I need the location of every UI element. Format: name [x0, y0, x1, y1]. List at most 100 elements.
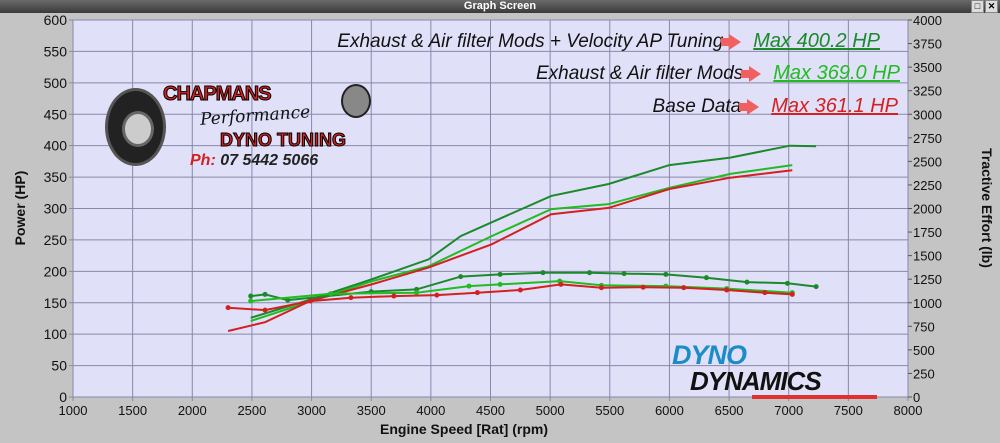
- y-tick-label: 250: [44, 232, 68, 248]
- tractive-data-point: [474, 290, 480, 296]
- legend-entry: Base Data Max 361.1 HP: [653, 95, 898, 118]
- close-icon[interactable]: ✕: [985, 0, 998, 13]
- tractive-data-point: [762, 290, 768, 296]
- tractive-data-point: [621, 271, 627, 277]
- tractive-data-point: [598, 285, 604, 291]
- x-tick-label: 6000: [655, 403, 684, 418]
- tractive-data-point: [587, 270, 593, 276]
- y2-axis-title: Tractive Effort (lb): [979, 148, 995, 268]
- phone-number: 07 5442 5066: [220, 152, 319, 169]
- y2-tick-label: 1000: [913, 296, 942, 311]
- legend-label: Exhaust & Air filter Mods: [535, 62, 744, 84]
- tractive-data-point: [681, 285, 687, 291]
- restore-icon[interactable]: □: [971, 0, 984, 13]
- y-tick-label: 550: [44, 43, 68, 59]
- legend-entry: Exhaust & Air filter Mods + Velocity AP …: [337, 30, 880, 53]
- logo-phone: Ph: 07 5442 5066: [190, 153, 318, 169]
- tractive-data-point: [307, 298, 313, 304]
- x-tick-label: 5500: [595, 403, 624, 418]
- x-tick-label: 4000: [416, 403, 445, 418]
- logo-bar: [752, 395, 877, 399]
- tractive-data-point: [558, 281, 564, 287]
- y2-tick-label: 3250: [913, 84, 942, 99]
- y-tick-label: 100: [44, 326, 68, 342]
- y2-tick-label: 1750: [913, 225, 942, 240]
- x-tick-label: 3000: [297, 403, 326, 418]
- x-tick-label: 4500: [476, 403, 505, 418]
- y-tick-label: 200: [44, 263, 68, 279]
- y2-tick-label: 2250: [913, 178, 942, 193]
- tractive-data-point: [391, 293, 397, 299]
- y2-tick-label: 250: [913, 366, 935, 381]
- logo-text: DYNO: [672, 340, 747, 370]
- x-tick-label: 7000: [774, 403, 803, 418]
- y2-tick-label: 3500: [913, 60, 942, 75]
- tractive-data-point: [789, 291, 795, 297]
- y2-tick-label: 2750: [913, 131, 942, 146]
- tractive-data-point: [348, 295, 354, 301]
- y2-tick-label: 3750: [913, 37, 942, 52]
- y2-tick-label: 1500: [913, 249, 942, 264]
- y2-tick-label: 0: [913, 390, 920, 405]
- turbo-icon: [341, 84, 371, 118]
- x-tick-label: 8000: [894, 403, 923, 418]
- tractive-data-point: [285, 297, 291, 303]
- power-series-line: [250, 164, 793, 322]
- tractive-data-point: [517, 287, 523, 293]
- y2-tick-label: 2500: [913, 154, 942, 169]
- logo-text: DYNAMICS: [690, 366, 822, 396]
- legend-label: Base Data: [652, 95, 742, 117]
- y-tick-label: 50: [51, 358, 67, 374]
- tractive-data-point: [663, 271, 669, 277]
- tractive-data-point: [414, 290, 420, 296]
- tractive-data-point: [703, 275, 709, 281]
- y-tick-label: 0: [59, 389, 67, 405]
- tractive-data-point: [540, 270, 546, 276]
- y-tick-label: 600: [44, 12, 68, 28]
- x-axis-title: Engine Speed [Rat] (rpm): [380, 421, 549, 437]
- y-axis-title: Power (HP): [12, 170, 28, 246]
- arrow-right-icon: [721, 33, 742, 50]
- legend-entry: Exhaust & Air filter Mods Max 369.0 HP: [536, 62, 900, 85]
- tractive-data-point: [328, 291, 334, 297]
- arrow-right-icon: [741, 65, 762, 82]
- phone-prefix: Ph:: [190, 152, 216, 169]
- tractive-data-point: [813, 284, 819, 290]
- arrow-right-icon: [739, 98, 760, 115]
- x-tick-label: 1500: [118, 403, 147, 418]
- y2-tick-label: 4000: [913, 13, 942, 28]
- x-tick-label: 7500: [834, 403, 863, 418]
- tractive-data-point: [497, 271, 503, 277]
- x-tick-label: 6500: [715, 403, 744, 418]
- tyre-icon: [105, 88, 166, 166]
- y-tick-label: 300: [44, 201, 68, 217]
- legend-max: Max 400.2 HP: [753, 30, 880, 52]
- y2-tick-label: 1250: [913, 272, 942, 287]
- y2-tick-label: 750: [913, 319, 935, 334]
- logo-text: CHAPMANS: [163, 83, 273, 105]
- y2-tick-label: 3000: [913, 107, 942, 122]
- tractive-data-point: [785, 280, 791, 286]
- legend-max: Max 361.1 HP: [771, 95, 898, 117]
- dynodynamics-logo: DYNO DYNAMICS: [672, 340, 887, 399]
- power-series-line: [227, 169, 793, 332]
- tractive-data-point: [724, 287, 730, 293]
- x-tick-label: 2000: [178, 403, 207, 418]
- y-tick-label: 400: [44, 138, 68, 154]
- x-tick-label: 2500: [237, 403, 266, 418]
- tractive-data-point: [248, 293, 254, 299]
- y-tick-label: 350: [44, 169, 68, 185]
- tractive-data-point: [248, 298, 254, 304]
- y2-tick-label: 2000: [913, 202, 942, 217]
- x-tick-label: 1000: [59, 403, 88, 418]
- tractive-data-point: [434, 292, 440, 298]
- tractive-data-point: [466, 283, 472, 289]
- y-tick-label: 500: [44, 75, 68, 91]
- logo-text: DYNO TUNING: [220, 130, 347, 150]
- y-tick-label: 450: [44, 106, 68, 122]
- x-tick-label: 3500: [357, 403, 386, 418]
- legend-label: Exhaust & Air filter Mods + Velocity AP …: [337, 30, 724, 52]
- tractive-data-point: [744, 279, 750, 285]
- tractive-data-point: [262, 307, 268, 313]
